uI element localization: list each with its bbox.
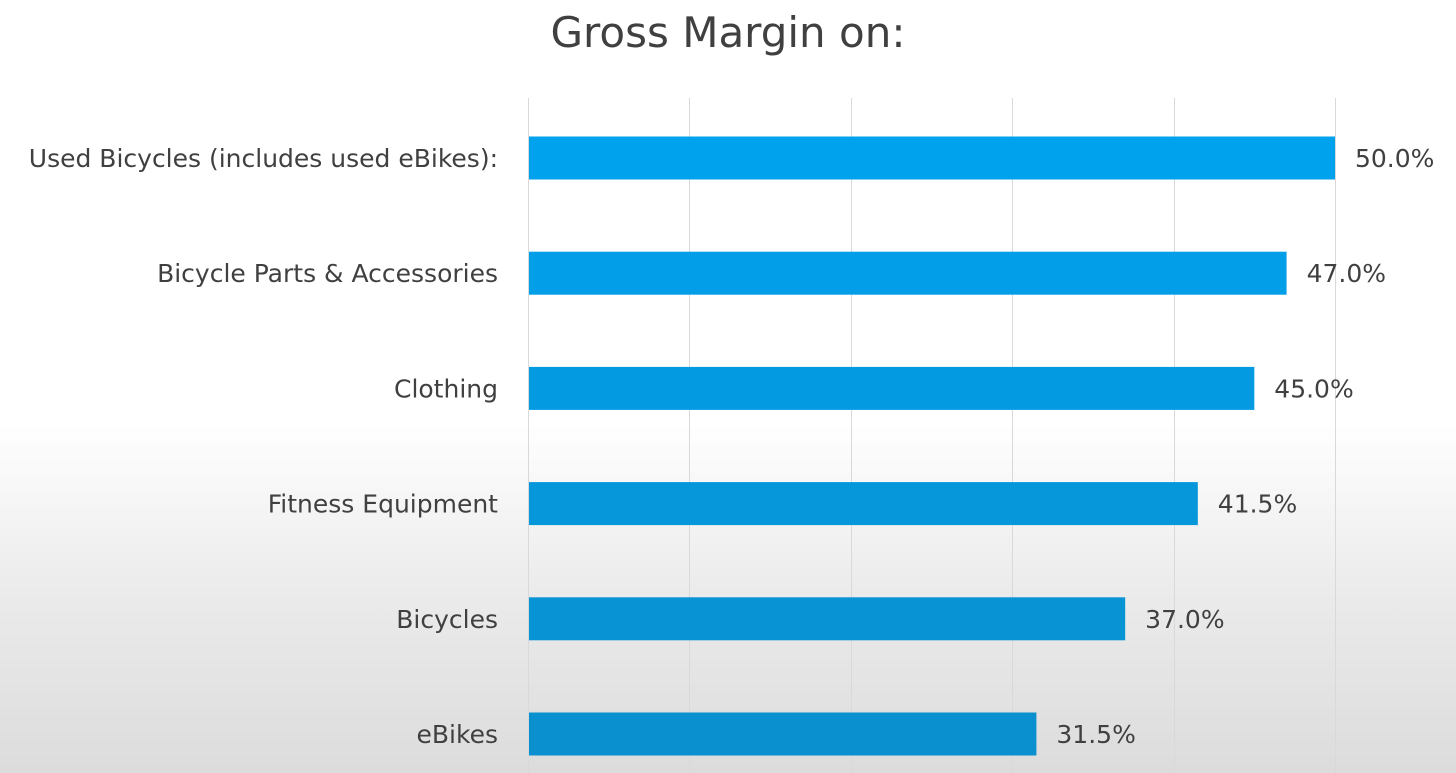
labels: Used Bicycles (includes used eBikes): 50.… <box>29 144 1435 749</box>
bar-5 <box>529 712 1037 756</box>
bar-0 <box>529 136 1335 180</box>
bar-1 <box>529 251 1287 295</box>
category-label: eBikes <box>417 720 498 749</box>
category-label: Bicycles <box>396 605 498 634</box>
category-label: Bicycle Parts & Accessories <box>157 259 498 288</box>
category-label: Fitness Equipment <box>268 490 498 519</box>
bar-2 <box>529 366 1255 410</box>
category-label: Used Bicycles (includes used eBikes): <box>29 144 498 173</box>
value-label: 45.0% <box>1274 374 1353 403</box>
value-label: 47.0% <box>1307 259 1386 288</box>
chart-title: Gross Margin on: <box>550 8 906 57</box>
value-label: 50.0% <box>1355 144 1434 173</box>
gridlines <box>528 98 1336 773</box>
value-label: 37.0% <box>1145 605 1224 634</box>
value-label: 41.5% <box>1218 490 1297 519</box>
bar-4 <box>529 597 1126 641</box>
value-label: 31.5% <box>1056 720 1135 749</box>
category-label: Clothing <box>394 374 498 403</box>
bar-3 <box>529 482 1198 526</box>
bars <box>529 136 1335 756</box>
